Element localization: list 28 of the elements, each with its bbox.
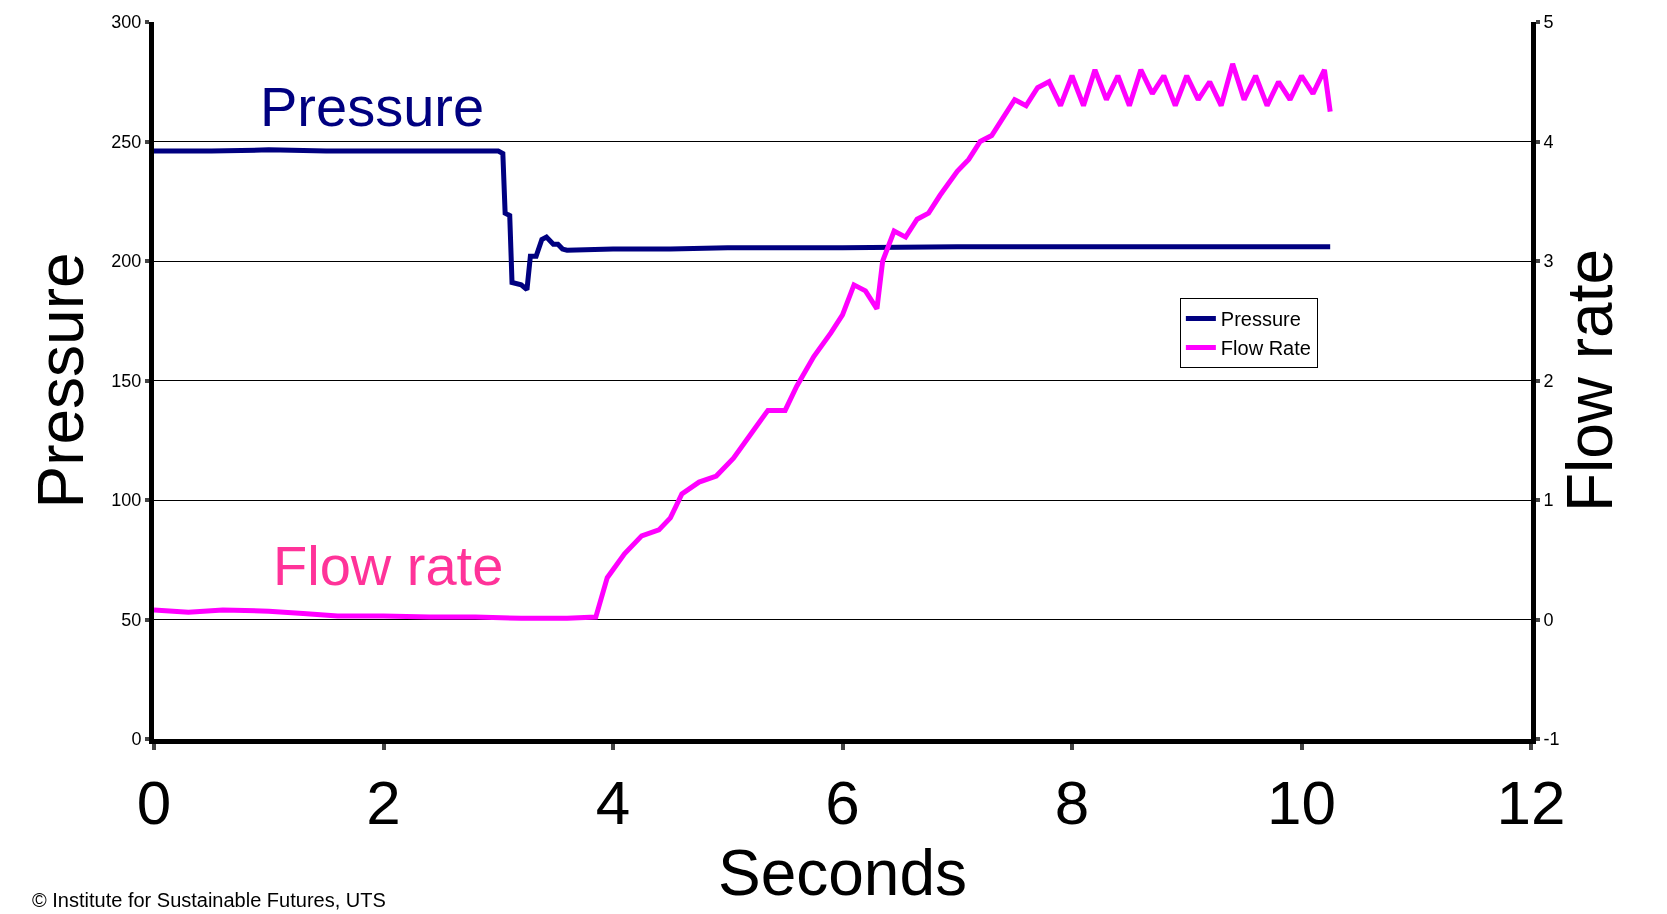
y2-tick-label: 0 [1543, 609, 1554, 630]
x-tick-label: 4 [595, 768, 631, 838]
y2-tick-label: 2 [1543, 370, 1554, 391]
x-tick-label: 2 [366, 768, 401, 838]
y2-tick-label: 3 [1543, 251, 1554, 272]
y-tick-label: 200 [111, 251, 142, 272]
y-tick-label: 300 [111, 12, 142, 33]
y-tick-label: 250 [111, 131, 142, 152]
annotation: Pressure [260, 75, 485, 138]
y2-tick-label: 5 [1543, 12, 1554, 33]
x-tick-label: 10 [1267, 768, 1336, 838]
x-tick-label: 8 [1054, 768, 1090, 838]
x-tick-label: 12 [1496, 768, 1566, 838]
x-axis-title: Seconds [717, 837, 968, 910]
y-tick-label: 0 [131, 729, 142, 750]
y2-tick-label: 1 [1543, 490, 1554, 511]
annotation: Flow rate [273, 534, 504, 597]
x-tick-label: 6 [825, 768, 860, 838]
y-axis-title: Pressure [25, 252, 98, 509]
legend-label: Flow Rate [1220, 337, 1311, 360]
y2-tick-label: -1 [1543, 729, 1560, 750]
y-tick-label: 150 [111, 370, 142, 391]
text: © Institute for Sustainable Futures, UTS [32, 889, 386, 911]
y-tick-label: 50 [121, 609, 142, 630]
y2-tick-label: 4 [1543, 131, 1554, 152]
legend-label: Pressure [1220, 308, 1301, 331]
y2-axis-title: Flow rate [1553, 248, 1626, 513]
y-tick-label: 100 [111, 490, 142, 511]
